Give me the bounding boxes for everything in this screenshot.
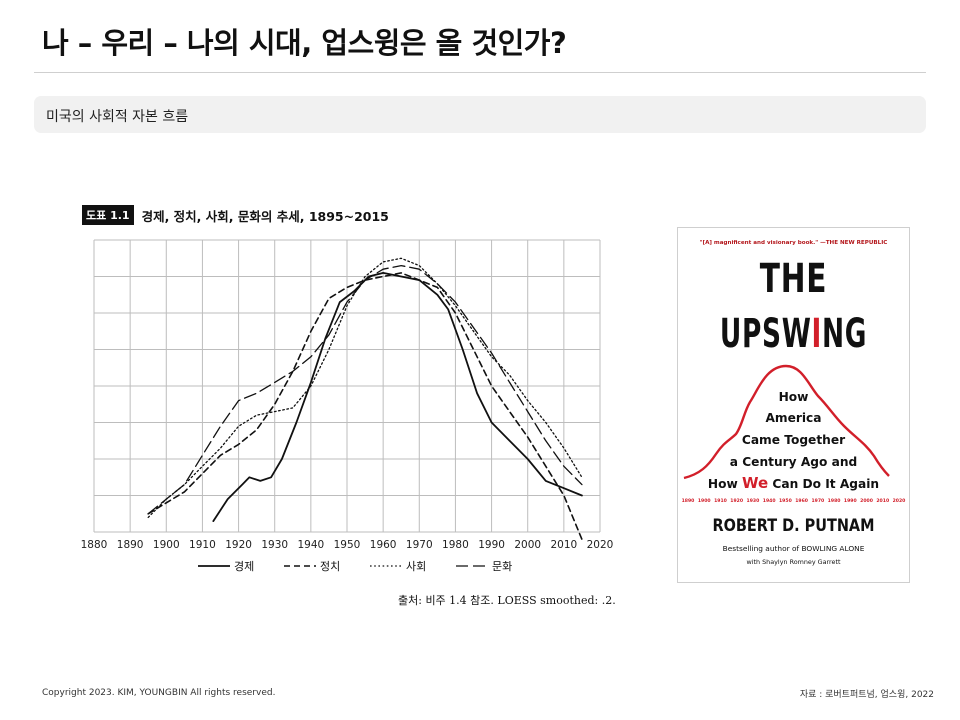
x-tick-label: 1960 (370, 539, 397, 551)
book-subtitle-line: Came Together (741, 433, 846, 447)
legend-label: 사회 (406, 560, 426, 573)
series-line-정치 (147, 272, 583, 541)
book-coauthor: with Shaylyn Romney Garrett (746, 558, 841, 566)
book-year-label: 1970 (811, 498, 824, 504)
book-title-line1: THE (759, 256, 828, 302)
book-sub-rest: Can Do It Again (772, 477, 880, 491)
chart-title: 경제, 정치, 사회, 문화의 추세, 1895~2015 (141, 208, 389, 224)
book-author: ROBERT D. PUTNAM (712, 516, 875, 536)
trend-chart: 1880 1890 1900 1910 1920 1930 1940 1950 1960 1970… (81, 239, 614, 573)
book-title-accent: I (811, 311, 822, 357)
subtitle-bar: 미국의 사회적 자본 흐름 (34, 96, 926, 133)
series-line-문화 (147, 264, 583, 515)
x-tick-label: 1930 (261, 539, 288, 551)
book-sub-we: We (741, 474, 769, 492)
slide-title: 나 – 우리 – 나의 시대, 업스윙은 올 것인가? (42, 26, 567, 60)
x-tick-label: 1980 (442, 539, 469, 551)
title-divider (34, 72, 926, 73)
book-tagline: Bestselling author of BOWLING ALONE (722, 544, 865, 553)
x-tick-label: 1940 (297, 539, 324, 551)
book-year-label: 2010 (876, 498, 889, 504)
footer-copyright: Copyright 2023. KIM, YOUNGBIN All rights… (42, 688, 276, 698)
book-subtitle-line: America (765, 411, 822, 425)
book-year-label: 1940 (763, 498, 776, 504)
x-tick-label: 1910 (189, 539, 216, 551)
book-title-line2: UPSWING (717, 311, 869, 357)
book-subtitle-line: a Century Ago and (729, 455, 858, 469)
book-title-post: NG (821, 311, 868, 357)
x-tick-label: 1890 (117, 539, 144, 551)
footer-source: 자료 : 로버트퍼트넘, 업스윙, 2022 (799, 690, 934, 700)
x-tick-label: 1990 (478, 539, 505, 551)
book-sub-how: How (707, 477, 738, 491)
series-line-사회 (147, 257, 583, 519)
book-year-label: 1980 (828, 498, 841, 504)
book-year-label: 1920 (730, 498, 743, 504)
book-year-label: 1900 (698, 498, 711, 504)
book-year-label: 1950 (779, 498, 792, 504)
source-note: 출처: 비주 1.4 참조. LOESS smoothed: .2. (398, 594, 616, 607)
figure-tag: 도표 1.1 (82, 205, 134, 225)
book-cover: "[A] magnificent and visionary book." —T… (677, 227, 910, 583)
chart-header: 도표 1.1 경제, 정치, 사회, 문화의 추세, 1895~2015 (82, 205, 389, 225)
x-tick-label: 1900 (153, 539, 180, 551)
book-year-label: 1910 (714, 498, 727, 504)
legend-label: 정치 (320, 560, 340, 573)
book-red-curve: 1890 1900 1910 1920 1930 1940 1950 1960 1970 1980… (682, 364, 906, 504)
book-year-label: 1890 (682, 498, 695, 504)
book-title-pre: UPSW (719, 311, 812, 357)
upswing-curve (683, 364, 890, 480)
book-subtitle-last: How We Can Do It Again (678, 476, 909, 491)
legend-label: 경제 (234, 560, 254, 573)
book-quote: "[A] magnificent and visionary book." —T… (699, 240, 888, 246)
subtitle-text: 미국의 사회적 자본 흐름 (46, 109, 189, 125)
legend-label: 문화 (492, 560, 512, 573)
book-year-label: 1960 (795, 498, 808, 504)
book-year-label: 2020 (893, 498, 906, 504)
book-year-label: 2000 (860, 498, 873, 504)
book-subtitle-line: How (778, 390, 809, 404)
book-year-label: 1930 (747, 498, 760, 504)
x-tick-label: 1920 (225, 539, 252, 551)
x-tick-label: 1880 (81, 539, 108, 551)
x-tick-label: 2010 (550, 539, 577, 551)
book-year-label: 1990 (844, 498, 857, 504)
x-tick-label: 2020 (587, 539, 614, 551)
x-tick-label: 1950 (334, 539, 361, 551)
series-line-경제 (212, 272, 583, 522)
x-tick-label: 2000 (514, 539, 541, 551)
x-tick-label: 1970 (406, 539, 433, 551)
